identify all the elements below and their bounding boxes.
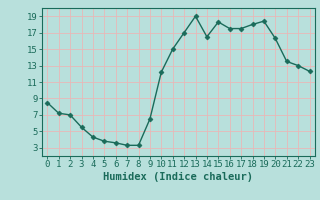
X-axis label: Humidex (Indice chaleur): Humidex (Indice chaleur) [103, 172, 253, 182]
